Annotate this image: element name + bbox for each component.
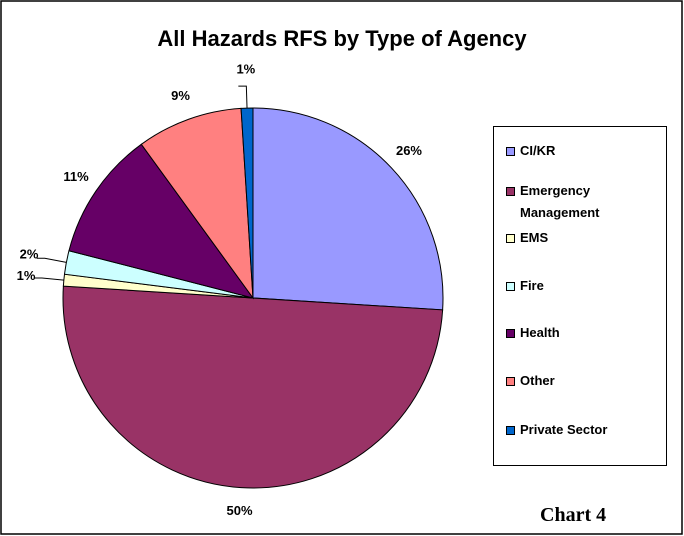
legend-entry: CI/KR — [506, 140, 656, 162]
legend-swatch — [506, 377, 515, 386]
caption: Chart 4 — [540, 504, 607, 526]
legend-entry: Private Sector — [506, 419, 656, 441]
pie-slice — [140, 107, 254, 300]
pie-slice — [68, 143, 255, 299]
legend-swatch — [506, 234, 515, 243]
legend-swatch — [506, 426, 515, 435]
data-label: 11% — [63, 169, 89, 184]
legend-label: Fire — [520, 278, 544, 293]
legend-label: Private Sector — [520, 422, 608, 437]
leader-line — [238, 85, 248, 109]
data-label: 2% — [20, 247, 39, 262]
legend-entry: EMS — [506, 227, 656, 249]
leader-line — [36, 257, 67, 263]
chart-title: All Hazards RFS by Type of Agency — [157, 26, 527, 51]
legend-swatch — [506, 282, 515, 291]
legend-entry: Health — [506, 322, 656, 344]
data-label: 1% — [17, 268, 36, 283]
legend-swatch — [506, 187, 515, 196]
data-label: 26% — [396, 143, 422, 158]
legend-label: Health — [520, 325, 560, 340]
legend: CI/KR Emergency Management EMS Fire Health Ot… — [493, 126, 667, 466]
data-label: 9% — [171, 88, 190, 103]
legend-entry: Fire — [506, 275, 656, 297]
pie-slice — [252, 107, 444, 311]
legend-entry: Other — [506, 370, 656, 392]
legend-swatch — [506, 147, 515, 156]
legend-entry: Emergency Management — [506, 180, 656, 224]
legend-label: CI/KR — [520, 143, 556, 158]
legend-label: Emergency Management — [520, 183, 600, 220]
pie-slice — [240, 107, 254, 299]
leader-line — [33, 277, 64, 281]
data-label: 50% — [227, 503, 253, 518]
legend-label: Other — [520, 373, 555, 388]
legend-label: EMS — [520, 230, 549, 245]
pie-slice — [62, 285, 444, 489]
legend-swatch — [506, 329, 515, 338]
data-label: 1% — [236, 62, 255, 77]
